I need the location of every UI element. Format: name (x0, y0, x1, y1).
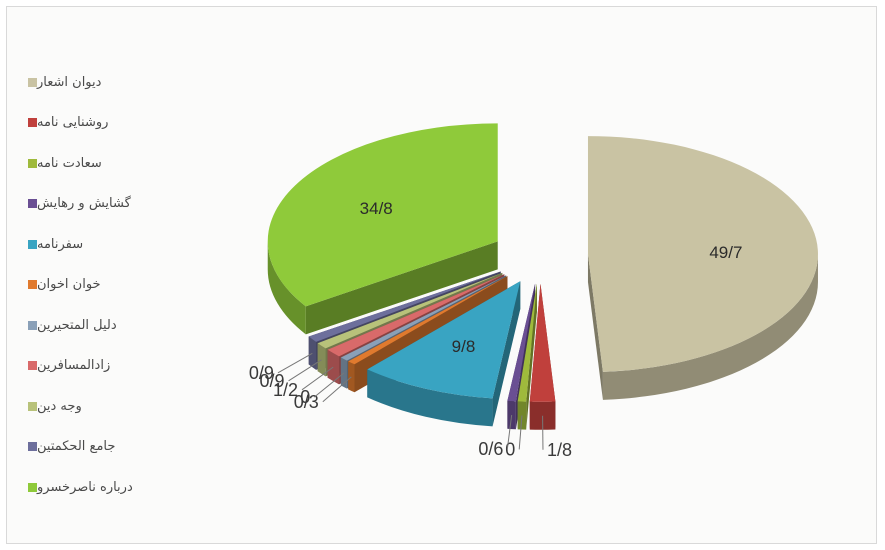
data-label: 0/3 (294, 392, 319, 412)
slice-rim (602, 254, 818, 400)
legend-label: روشنایی نامه (37, 115, 109, 131)
legend-swatch (28, 158, 37, 168)
data-label: 0 (300, 387, 310, 407)
leader-line (277, 352, 313, 374)
legend-label: دیوان اشعار (37, 74, 102, 90)
slice-top (348, 276, 508, 365)
slice-top (340, 275, 507, 361)
legend-swatch (28, 361, 37, 371)
slice-top (317, 272, 503, 349)
pie-slice (587, 136, 818, 400)
slice-rim (267, 241, 306, 335)
data-label: 0 (505, 439, 515, 459)
data-label: 9/8 (452, 337, 476, 356)
data-label: 0/6 (478, 439, 503, 459)
leader-line (288, 359, 322, 382)
legend-label: سعادت نامه (37, 155, 102, 171)
slice-wall (305, 241, 498, 335)
legend-item: درباره ناصرخسرو (22, 467, 207, 508)
legend-label: درباره ناصرخسرو (37, 479, 133, 495)
slice-top (267, 123, 498, 307)
slice-rim (517, 401, 527, 430)
legend-swatch (28, 320, 37, 330)
legend-item: روشنایی نامه (22, 103, 207, 144)
slice-wall (492, 281, 521, 427)
legend-item: خوان اخوان (22, 265, 207, 306)
legend-item: گشایش و رهایش (22, 184, 207, 225)
slice-top (327, 274, 505, 357)
slice-top (517, 283, 537, 402)
legend-swatch (28, 442, 37, 452)
data-label: 0/9 (260, 371, 285, 391)
leader-line (301, 366, 334, 391)
slice-rim (348, 361, 355, 393)
slice-top (507, 283, 536, 402)
legend-item: سعادت نامه (22, 143, 207, 184)
legend-label: گشایش و رهایش (37, 196, 131, 212)
legend-swatch (28, 239, 37, 249)
chart-legend: دیوان اشعار روشنایی نامه سعادت نامه گشایش و… (22, 62, 207, 508)
pie-slice (517, 283, 537, 430)
slice-top (367, 281, 521, 399)
pie-slice (529, 283, 556, 430)
data-label: 1/2 (273, 380, 298, 400)
legend-label: خوان اخوان (37, 277, 101, 293)
slice-rim (317, 343, 326, 377)
slice-top (587, 136, 818, 372)
slice-rim (529, 401, 556, 430)
slice-rim (327, 349, 340, 385)
slice-rim (308, 336, 317, 370)
data-label: 49/7 (709, 243, 742, 262)
legend-swatch (28, 401, 37, 411)
legend-item: زادالمسافرین (22, 346, 207, 387)
legend-item: دیوان اشعار (22, 62, 207, 103)
leader-line (506, 414, 513, 449)
pie-slice (267, 123, 498, 335)
legend-item: جامع الحکمتین (22, 427, 207, 468)
legend-item: وجه دین (22, 386, 207, 427)
legend-label: سفرنامه (37, 236, 84, 252)
legend-label: جامع الحکمتین (37, 439, 116, 455)
legend-swatch (28, 199, 37, 209)
legend-label: دلیل المتحیرین (37, 317, 117, 333)
leader-line (322, 376, 352, 403)
legend-item: سفرنامه (22, 224, 207, 265)
legend-swatch (28, 482, 37, 492)
slice-rim (507, 400, 516, 430)
legend-swatch (28, 118, 37, 128)
legend-label: زادالمسافرین (37, 358, 111, 374)
slice-top (308, 271, 501, 342)
data-label: 34/8 (360, 199, 393, 218)
legend-swatch (28, 280, 37, 290)
leader-line (313, 372, 345, 398)
data-label: 1/8 (547, 440, 572, 460)
legend-swatch (28, 77, 37, 87)
pie-slice (367, 281, 521, 427)
slice-rim (367, 369, 493, 427)
slice-wall (587, 254, 603, 400)
leader-line (518, 415, 523, 450)
slice-rim (340, 357, 347, 389)
slice-top (529, 283, 556, 402)
data-label: 0/9 (249, 363, 274, 383)
legend-label: وجه دین (37, 398, 82, 414)
legend-item: دلیل المتحیرین (22, 305, 207, 346)
